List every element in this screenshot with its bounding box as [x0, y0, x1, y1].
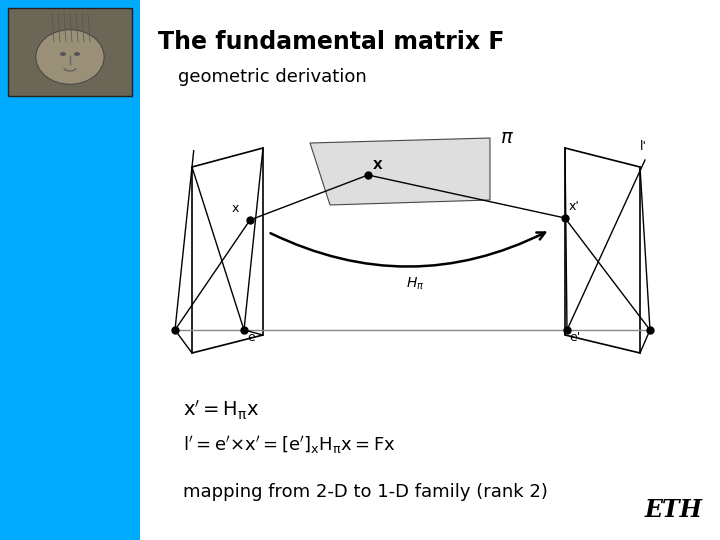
Text: ETH: ETH	[645, 498, 703, 522]
Text: e': e'	[569, 331, 580, 344]
Bar	[0, 0, 140, 540]
Text: $\mathrm{x'= H_\pi x}$: $\mathrm{x'= H_\pi x}$	[183, 399, 259, 422]
Text: $\pi$: $\pi$	[500, 128, 514, 147]
Ellipse shape	[36, 30, 104, 84]
FancyArrowPatch shape	[271, 233, 545, 267]
Ellipse shape	[74, 52, 80, 56]
Text: $H_\pi$: $H_\pi$	[406, 276, 424, 292]
Text: geometric derivation: geometric derivation	[178, 68, 366, 86]
Text: mapping from 2-D to 1-D family (rank 2): mapping from 2-D to 1-D family (rank 2)	[183, 483, 548, 501]
Text: X: X	[373, 159, 382, 172]
Text: e: e	[247, 331, 255, 344]
Polygon shape	[310, 138, 490, 205]
Ellipse shape	[60, 52, 66, 56]
Bar	[8, 8, 132, 96]
Text: x: x	[232, 202, 239, 215]
Text: x': x'	[569, 200, 580, 213]
Text: $\mathrm{l'= e'{\times}x' = [e']_x H_\pi x = Fx}$: $\mathrm{l'= e'{\times}x' = [e']_x H_\pi…	[183, 434, 396, 456]
Text: l': l'	[640, 140, 647, 153]
Text: The fundamental matrix F: The fundamental matrix F	[158, 30, 505, 54]
